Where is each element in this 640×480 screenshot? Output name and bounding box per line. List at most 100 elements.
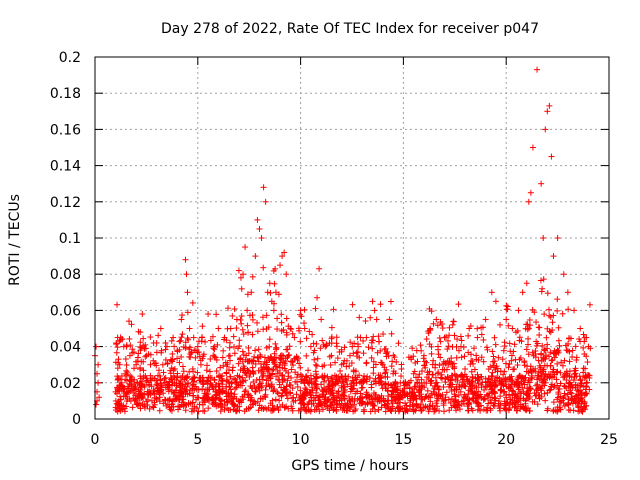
data-point (370, 370, 377, 377)
data-point (363, 360, 370, 367)
data-point (414, 380, 421, 387)
data-point (114, 301, 121, 308)
data-point (395, 340, 402, 347)
data-point (290, 394, 297, 401)
data-point (252, 253, 259, 260)
data-point (186, 346, 193, 353)
data-point (169, 350, 176, 357)
data-point (240, 331, 247, 338)
data-point (297, 364, 304, 371)
data-point (523, 407, 530, 414)
data-point (116, 402, 123, 409)
data-point (245, 405, 252, 412)
data-point (306, 328, 313, 335)
data-point (150, 404, 157, 411)
data-point (523, 368, 530, 375)
data-point (462, 383, 469, 390)
data-point (231, 343, 238, 350)
data-point (479, 379, 486, 386)
data-point (241, 388, 248, 395)
data-point (516, 356, 523, 363)
data-point (233, 384, 240, 391)
data-point (464, 403, 471, 410)
data-point (478, 384, 485, 391)
x-tick-label: 25 (600, 432, 618, 448)
data-point (348, 360, 355, 367)
data-point (565, 335, 572, 342)
data-point (391, 382, 398, 389)
data-point (411, 395, 418, 402)
data-point (179, 363, 186, 370)
data-point (544, 407, 551, 414)
data-point (328, 335, 335, 342)
data-point (469, 389, 476, 396)
data-point (531, 398, 538, 405)
data-point (551, 382, 558, 389)
data-point (457, 388, 464, 395)
data-point (270, 267, 277, 274)
data-point (354, 334, 361, 341)
data-point (561, 390, 568, 397)
data-point (503, 302, 510, 309)
data-point (378, 382, 385, 389)
data-point (474, 377, 481, 384)
data-point (180, 368, 187, 375)
data-point (478, 331, 485, 338)
data-point (171, 380, 178, 387)
data-point (130, 349, 137, 356)
data-point (225, 305, 232, 312)
data-point (550, 384, 557, 391)
data-point (305, 367, 312, 374)
data-point (523, 280, 530, 287)
data-point (251, 353, 258, 360)
data-point (528, 375, 535, 382)
data-point (126, 335, 133, 342)
data-point (112, 388, 119, 395)
data-point (316, 265, 323, 272)
data-point (284, 377, 291, 384)
data-point (478, 393, 485, 400)
data-point (259, 314, 266, 321)
data-point (444, 373, 451, 380)
data-point (294, 379, 301, 386)
data-point (123, 403, 130, 410)
data-point (275, 390, 282, 397)
data-point (190, 381, 197, 388)
data-point (245, 344, 252, 351)
data-point (160, 369, 167, 376)
data-point (398, 373, 405, 380)
data-point (536, 331, 543, 338)
data-point (205, 397, 212, 404)
data-point (256, 387, 263, 394)
data-point (511, 390, 518, 397)
data-point (378, 404, 385, 411)
data-point (546, 353, 553, 360)
data-point (509, 387, 516, 394)
data-point (477, 373, 484, 380)
data-point (446, 383, 453, 390)
data-point (184, 289, 191, 296)
data-point (301, 306, 308, 313)
data-point (137, 364, 144, 371)
data-point (260, 264, 267, 271)
data-point (546, 102, 553, 109)
data-point (190, 375, 197, 382)
data-point (353, 349, 360, 356)
data-point (174, 355, 181, 362)
data-point (184, 373, 191, 380)
data-point (282, 390, 289, 397)
data-point (319, 363, 326, 370)
data-point (182, 339, 189, 346)
y-tick-label: 0.12 (50, 195, 81, 211)
data-point (549, 319, 556, 326)
data-point (465, 332, 472, 339)
data-point (114, 344, 121, 351)
data-point (186, 353, 193, 360)
data-point (291, 334, 298, 341)
data-point (584, 372, 591, 379)
data-point (304, 401, 311, 408)
data-point (313, 371, 320, 378)
data-point (262, 386, 269, 393)
data-point (541, 311, 548, 318)
data-point (226, 352, 233, 359)
